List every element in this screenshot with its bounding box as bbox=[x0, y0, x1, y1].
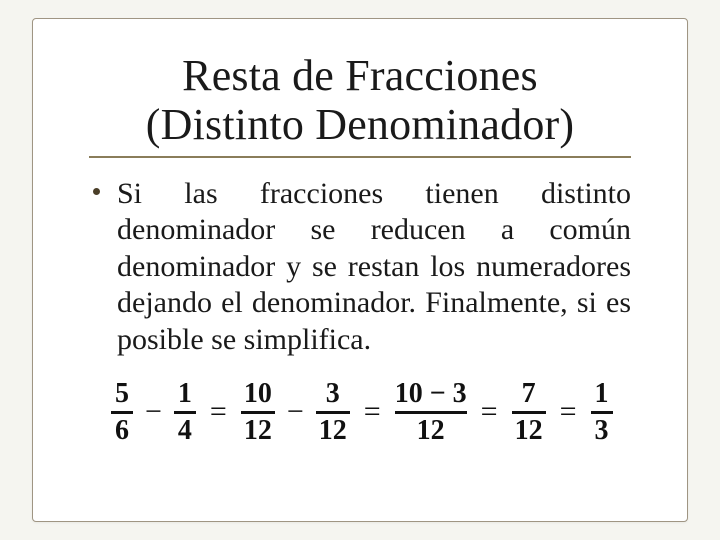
fraction-5-num: 10 − 3 bbox=[395, 380, 467, 408]
fraction-4: 3 12 bbox=[316, 380, 350, 445]
fraction-5-den: 12 bbox=[417, 417, 445, 445]
math-equation: 5 6 − 1 4 = 10 12 − 3 12 = 10 − 3 12 = bbox=[111, 377, 615, 447]
fraction-3-num: 10 bbox=[244, 380, 272, 408]
operator-equals: = bbox=[358, 395, 387, 429]
body-lead: Si bbox=[117, 177, 142, 210]
body-text: Si las fracciones tienen distinto denomi… bbox=[117, 176, 631, 359]
fraction-bar bbox=[512, 411, 546, 414]
title-line-2: (Distinto Denominador) bbox=[146, 100, 574, 149]
fraction-1: 5 6 bbox=[111, 380, 133, 445]
fraction-2-num: 1 bbox=[178, 380, 192, 408]
fraction-bar bbox=[591, 411, 613, 414]
fraction-6-num: 7 bbox=[522, 380, 536, 408]
fraction-4-den: 12 bbox=[319, 417, 347, 445]
fraction-bar bbox=[395, 411, 467, 414]
operator-minus: − bbox=[283, 395, 308, 429]
fraction-4-num: 3 bbox=[326, 380, 340, 408]
fraction-3: 10 12 bbox=[241, 380, 275, 445]
fraction-7: 1 3 bbox=[591, 380, 613, 445]
bullet-icon bbox=[93, 188, 100, 195]
operator-minus: − bbox=[141, 395, 166, 429]
fraction-3-den: 12 bbox=[244, 417, 272, 445]
fraction-1-den: 6 bbox=[115, 417, 129, 445]
body-rest: las fracciones tienen distinto denominad… bbox=[117, 177, 631, 356]
fraction-6-den: 12 bbox=[515, 417, 543, 445]
slide-panel: Resta de Fracciones (Distinto Denominado… bbox=[32, 18, 688, 522]
operator-equals: = bbox=[204, 395, 233, 429]
fraction-1-num: 5 bbox=[115, 380, 129, 408]
title-line-1: Resta de Fracciones bbox=[182, 51, 538, 100]
fraction-bar bbox=[111, 411, 133, 414]
fraction-2: 1 4 bbox=[174, 380, 196, 445]
fraction-2-den: 4 bbox=[178, 417, 192, 445]
fraction-5: 10 − 3 12 bbox=[395, 380, 467, 445]
title-underline bbox=[89, 156, 631, 158]
fraction-bar bbox=[316, 411, 350, 414]
fraction-bar bbox=[174, 411, 196, 414]
fraction-7-den: 3 bbox=[595, 417, 609, 445]
slide-title: Resta de Fracciones (Distinto Denominado… bbox=[89, 51, 631, 150]
body-area: Si las fracciones tienen distinto denomi… bbox=[89, 176, 631, 359]
fraction-7-num: 1 bbox=[595, 380, 609, 408]
operator-equals: = bbox=[554, 395, 583, 429]
fraction-6: 7 12 bbox=[512, 380, 546, 445]
fraction-bar bbox=[241, 411, 275, 414]
operator-equals: = bbox=[475, 395, 504, 429]
